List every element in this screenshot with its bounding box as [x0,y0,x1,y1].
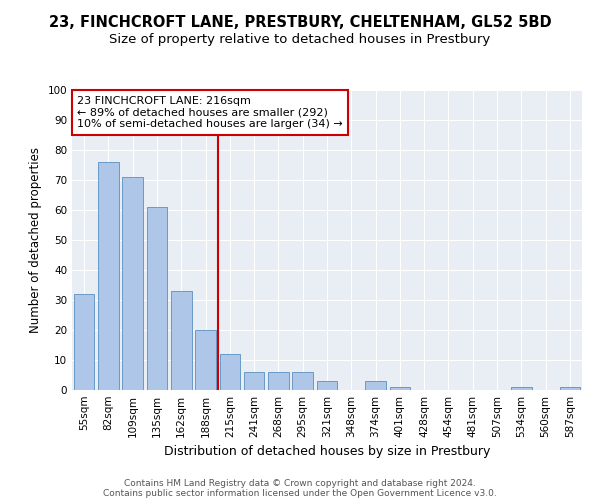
Bar [146,207,167,390]
Bar [122,177,143,390]
Text: Size of property relative to detached houses in Prestbury: Size of property relative to detached ho… [109,32,491,46]
Text: Contains HM Land Registry data © Crown copyright and database right 2024.: Contains HM Land Registry data © Crown c… [124,478,476,488]
Bar [365,381,386,390]
Bar [317,381,337,390]
Bar [560,387,580,390]
Bar [268,372,289,390]
Bar [244,372,265,390]
Bar [195,330,216,390]
Text: 23, FINCHCROFT LANE, PRESTBURY, CHELTENHAM, GL52 5BD: 23, FINCHCROFT LANE, PRESTBURY, CHELTENH… [49,15,551,30]
Bar [171,291,191,390]
Bar [98,162,119,390]
Text: Contains public sector information licensed under the Open Government Licence v3: Contains public sector information licen… [103,488,497,498]
Bar [292,372,313,390]
Text: 23 FINCHCROFT LANE: 216sqm
← 89% of detached houses are smaller (292)
10% of sem: 23 FINCHCROFT LANE: 216sqm ← 89% of deta… [77,96,343,129]
Bar [74,294,94,390]
X-axis label: Distribution of detached houses by size in Prestbury: Distribution of detached houses by size … [164,446,490,458]
Y-axis label: Number of detached properties: Number of detached properties [29,147,42,333]
Bar [389,387,410,390]
Bar [220,354,240,390]
Bar [511,387,532,390]
